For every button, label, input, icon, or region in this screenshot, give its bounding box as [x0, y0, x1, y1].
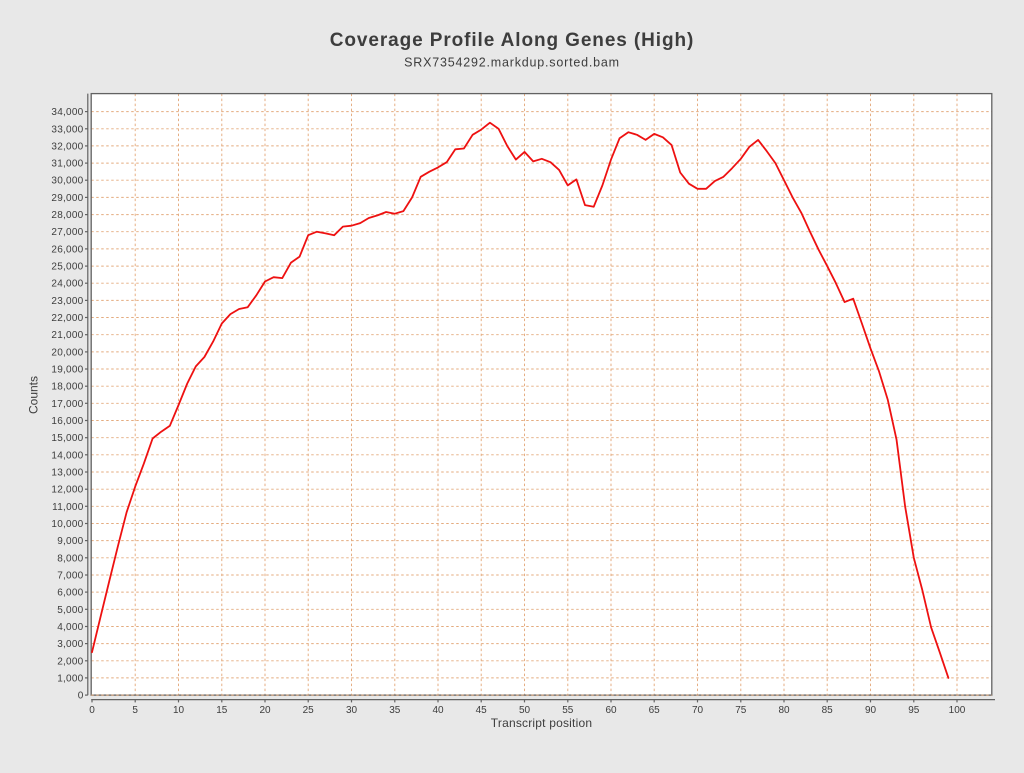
svg-text:Coverage Profile Along Genes (: Coverage Profile Along Genes (High) [330, 30, 694, 51]
svg-text:16,000: 16,000 [51, 416, 83, 427]
svg-text:30: 30 [346, 705, 358, 716]
svg-text:75: 75 [735, 705, 747, 716]
svg-text:8,000: 8,000 [57, 553, 83, 564]
svg-text:0: 0 [78, 691, 84, 702]
svg-text:27,000: 27,000 [51, 227, 83, 238]
svg-text:14,000: 14,000 [51, 450, 83, 461]
svg-text:18,000: 18,000 [51, 382, 83, 393]
svg-text:29,000: 29,000 [51, 193, 83, 204]
svg-text:90: 90 [865, 705, 877, 716]
svg-text:40: 40 [432, 705, 444, 716]
svg-text:Counts: Counts [27, 376, 41, 414]
svg-text:95: 95 [908, 705, 920, 716]
svg-text:25: 25 [303, 705, 315, 716]
svg-text:34,000: 34,000 [51, 107, 83, 118]
svg-text:45: 45 [476, 705, 488, 716]
svg-text:15: 15 [216, 705, 228, 716]
svg-text:24,000: 24,000 [51, 279, 83, 290]
svg-text:7,000: 7,000 [57, 571, 83, 582]
svg-text:70: 70 [692, 705, 704, 716]
svg-text:80: 80 [778, 705, 790, 716]
svg-text:SRX7354292.markdup.sorted.bam: SRX7354292.markdup.sorted.bam [404, 56, 620, 70]
svg-text:20,000: 20,000 [51, 347, 83, 358]
svg-text:33,000: 33,000 [51, 124, 83, 135]
svg-text:35: 35 [389, 705, 401, 716]
svg-text:100: 100 [949, 705, 966, 716]
svg-text:85: 85 [822, 705, 834, 716]
svg-text:Transcript position: Transcript position [491, 716, 592, 730]
svg-text:5: 5 [132, 705, 138, 716]
svg-text:28,000: 28,000 [51, 210, 83, 221]
svg-text:10,000: 10,000 [51, 519, 83, 530]
svg-text:9,000: 9,000 [57, 536, 83, 547]
svg-text:50: 50 [519, 705, 531, 716]
svg-text:55: 55 [562, 705, 574, 716]
svg-text:22,000: 22,000 [51, 313, 83, 324]
svg-text:15,000: 15,000 [51, 433, 83, 444]
svg-text:60: 60 [605, 705, 617, 716]
svg-text:4,000: 4,000 [57, 622, 83, 633]
svg-text:21,000: 21,000 [51, 330, 83, 341]
svg-text:17,000: 17,000 [51, 399, 83, 410]
svg-text:6,000: 6,000 [57, 588, 83, 599]
svg-text:12,000: 12,000 [51, 485, 83, 496]
svg-text:1,000: 1,000 [57, 673, 83, 684]
svg-text:2,000: 2,000 [57, 656, 83, 667]
svg-text:13,000: 13,000 [51, 468, 83, 479]
svg-text:10: 10 [173, 705, 185, 716]
svg-text:30,000: 30,000 [51, 176, 83, 187]
svg-text:26,000: 26,000 [51, 244, 83, 255]
svg-text:11,000: 11,000 [52, 502, 84, 513]
svg-text:23,000: 23,000 [51, 296, 83, 307]
svg-text:3,000: 3,000 [57, 639, 83, 650]
svg-text:32,000: 32,000 [51, 141, 83, 152]
svg-text:5,000: 5,000 [57, 605, 83, 616]
svg-text:20: 20 [259, 705, 271, 716]
svg-text:19,000: 19,000 [51, 365, 83, 376]
svg-text:0: 0 [89, 705, 95, 716]
svg-text:31,000: 31,000 [51, 159, 83, 170]
svg-text:25,000: 25,000 [51, 262, 83, 273]
svg-text:65: 65 [649, 705, 661, 716]
